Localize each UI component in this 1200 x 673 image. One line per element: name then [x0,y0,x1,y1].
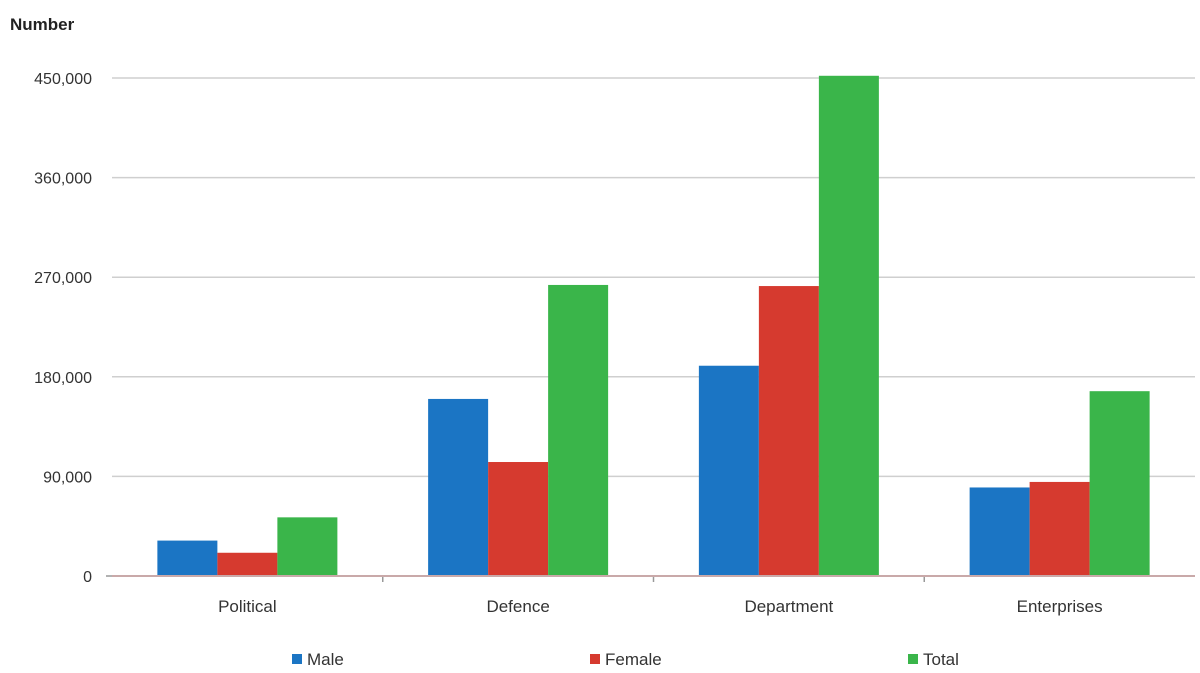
bar-female-defence [488,462,549,576]
bar-female-political [217,552,278,576]
y-tick-label: 360,000 [34,171,92,188]
x-axis [106,575,1195,582]
bar-male-department [698,365,759,576]
bar-female-enterprises [1029,481,1090,576]
y-axis-ticks: 0 90,000 180,000 270,000 360,000 450,000 [34,71,92,586]
bar-male-enterprises [969,487,1030,576]
bar-total-defence [548,284,609,576]
bar-total-enterprises [1089,391,1150,576]
y-tick-label: 180,000 [34,370,92,387]
bar-male-political [157,540,218,576]
bar-total-political [277,517,338,576]
x-axis-categories: Political Defence Department Enterprises [218,597,1103,616]
bar-female-department [758,286,819,576]
x-category-label: Political [218,597,277,616]
y-tick-label: 90,000 [43,469,92,486]
bars [157,75,1150,576]
x-category-label: Enterprises [1017,597,1103,616]
legend-label-female: Female [605,650,662,669]
x-category-label: Defence [486,597,549,616]
gridlines [112,77,1195,478]
legend-swatch-female [590,654,600,664]
x-category-label: Department [744,597,833,616]
y-axis-title: Number [10,15,75,34]
y-tick-label: 0 [83,569,92,586]
y-tick-label: 450,000 [34,71,92,88]
y-tick-label: 270,000 [34,270,92,287]
legend-label-total: Total [923,650,959,669]
legend-swatch-total [908,654,918,664]
bar-male-defence [428,398,489,576]
legend-swatch-male [292,654,302,664]
bar-total-department [818,75,879,576]
legend-label-male: Male [307,650,344,669]
legend: Male Female Total [292,650,959,669]
